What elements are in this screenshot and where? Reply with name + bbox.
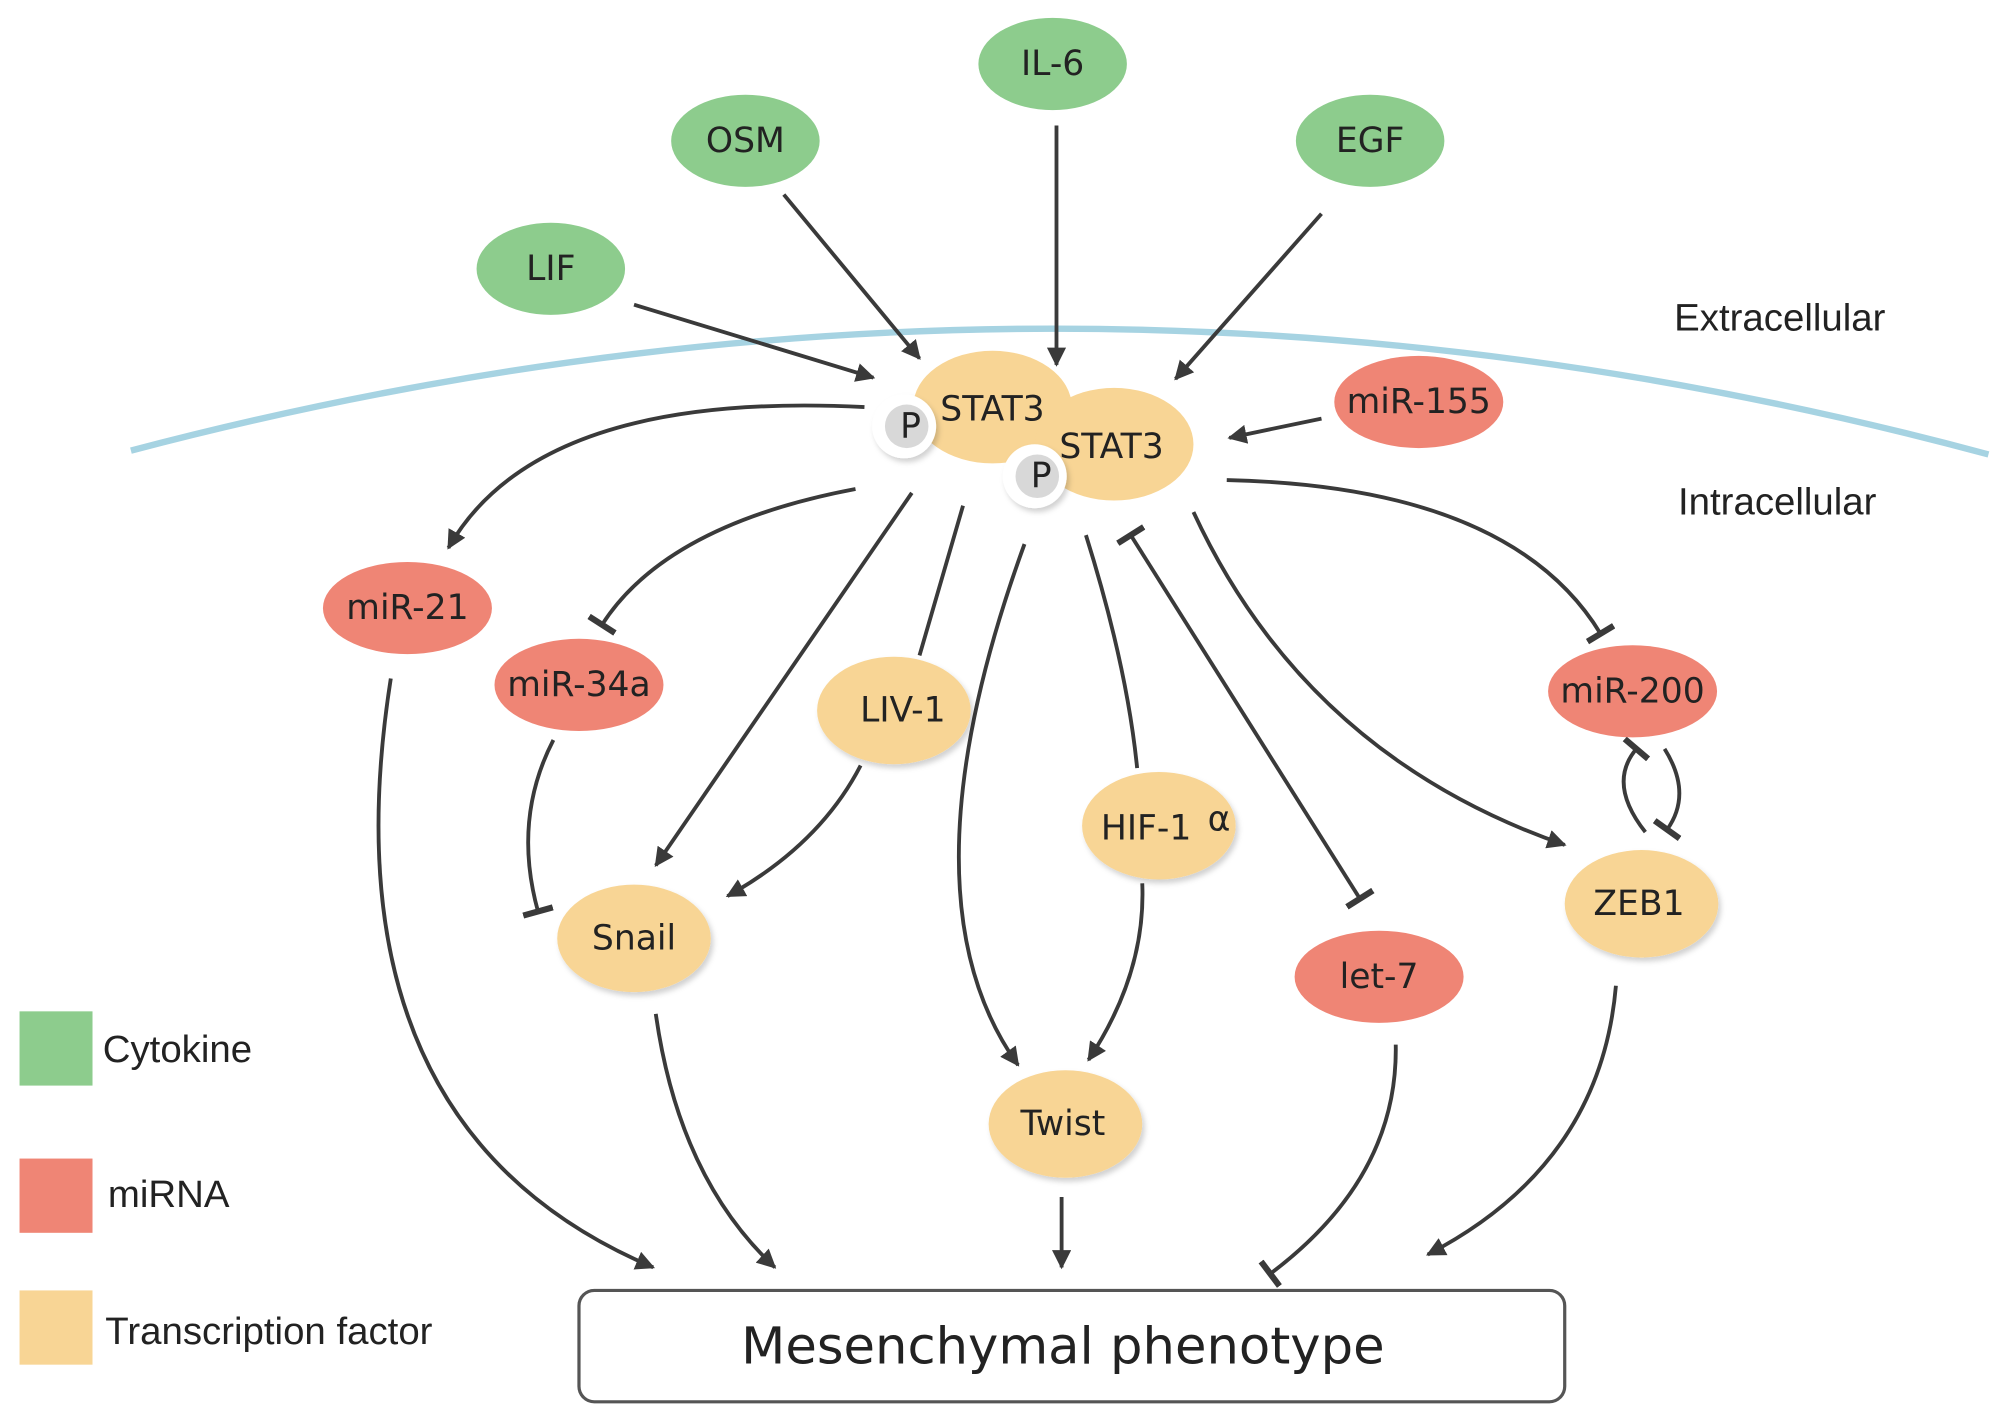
- edge-let7-outcome: [1258, 1044, 1398, 1288]
- phosphate-label: P: [900, 406, 921, 446]
- edge-stat3-hif1a: [1084, 534, 1140, 769]
- node-label: LIV-1: [860, 691, 946, 731]
- node-mir21: miR-21: [322, 561, 492, 655]
- edge-hif1a-twist: [1086, 883, 1145, 1062]
- edge-zeb1-mir200: [1621, 736, 1651, 834]
- node-label: miR-34a: [507, 665, 650, 705]
- node-hif1a: HIF-1 α: [1082, 771, 1236, 880]
- edge-mir155-stat3: [1227, 416, 1322, 444]
- extracellular-label: Extracellular: [1674, 296, 1885, 339]
- edge-egf-stat3: [1174, 212, 1323, 381]
- legend-label: miRNA: [108, 1173, 230, 1216]
- edge-stat3-twist: [956, 543, 1027, 1067]
- cell-membrane: [130, 325, 1990, 458]
- node-mir34a: miR-34a: [494, 638, 664, 731]
- legend-label: Cytokine: [103, 1028, 252, 1071]
- node-label: miR-21: [346, 588, 468, 628]
- edges: [376, 125, 1682, 1288]
- phosphate-label: P: [1031, 456, 1052, 496]
- edge-stat3-liv1: [917, 505, 965, 656]
- legend-swatch-transcription-factor: [19, 1290, 93, 1365]
- node-label-suffix: α: [1208, 799, 1231, 839]
- edge-zeb1-outcome: [1426, 985, 1618, 1257]
- phosphate-1: P: [872, 394, 937, 459]
- phosphate-2: P: [1002, 444, 1067, 509]
- legend: Cytokine miRNA Transcription factor: [19, 1011, 433, 1365]
- node-label: IL-6: [1021, 44, 1084, 84]
- node-label: OSM: [706, 121, 785, 161]
- node-liv1: LIV-1: [817, 656, 971, 765]
- node-label: STAT3: [1059, 427, 1163, 467]
- edge-stat3-mir200: [1226, 478, 1616, 645]
- outcome-box: Mesenchymal phenotype: [577, 1288, 1567, 1404]
- node-label: miR-155: [1347, 382, 1491, 422]
- edge-stat3-mir21: [446, 403, 865, 550]
- edge-stat3-snail: [654, 491, 914, 867]
- node-let7: let-7: [1294, 930, 1464, 1023]
- edge-stat3-let7: [1116, 524, 1375, 910]
- edge-liv1-snail: [725, 764, 863, 898]
- node-mir200: miR-200: [1548, 645, 1718, 738]
- legend-swatch-mirna: [19, 1158, 93, 1233]
- node-stat3-dimer: STAT3 STAT3 P P: [872, 350, 1194, 509]
- node-label: miR-200: [1560, 671, 1704, 711]
- node-label: ZEB1: [1593, 884, 1684, 924]
- edge-mir200-zeb1: [1652, 747, 1682, 841]
- intracellular-label: Intracellular: [1678, 481, 1877, 524]
- node-label: HIF-1: [1101, 808, 1191, 848]
- edge-mir21-outcome: [376, 678, 655, 1270]
- node-il6: IL-6: [978, 17, 1127, 111]
- legend-label: Transcription factor: [105, 1310, 432, 1353]
- node-label: let-7: [1340, 957, 1419, 997]
- legend-swatch-cytokine: [19, 1011, 93, 1086]
- node-zeb1: ZEB1: [1564, 850, 1719, 958]
- node-label: Twist: [1019, 1104, 1105, 1144]
- node-label: STAT3: [940, 390, 1044, 430]
- node-snail: Snail: [557, 884, 711, 993]
- edge-stat3-mir34a: [587, 487, 856, 636]
- node-mir155: miR-155: [1334, 355, 1504, 449]
- node-osm: OSM: [671, 94, 820, 187]
- node-lif: LIF: [476, 222, 626, 315]
- edge-osm-stat3: [782, 193, 921, 360]
- edge-stat3-zeb1: [1191, 511, 1567, 849]
- node-twist: Twist: [988, 1070, 1143, 1178]
- node-label: EGF: [1336, 121, 1404, 161]
- edge-mir34a-snail: [522, 739, 556, 919]
- node-egf: EGF: [1295, 94, 1445, 187]
- node-label: Snail: [592, 918, 676, 958]
- node-label: LIF: [526, 249, 575, 289]
- edge-snail-outcome: [653, 1013, 777, 1269]
- edge-lif-stat3: [633, 302, 876, 382]
- outcome-label: Mesenchymal phenotype: [741, 1317, 1384, 1377]
